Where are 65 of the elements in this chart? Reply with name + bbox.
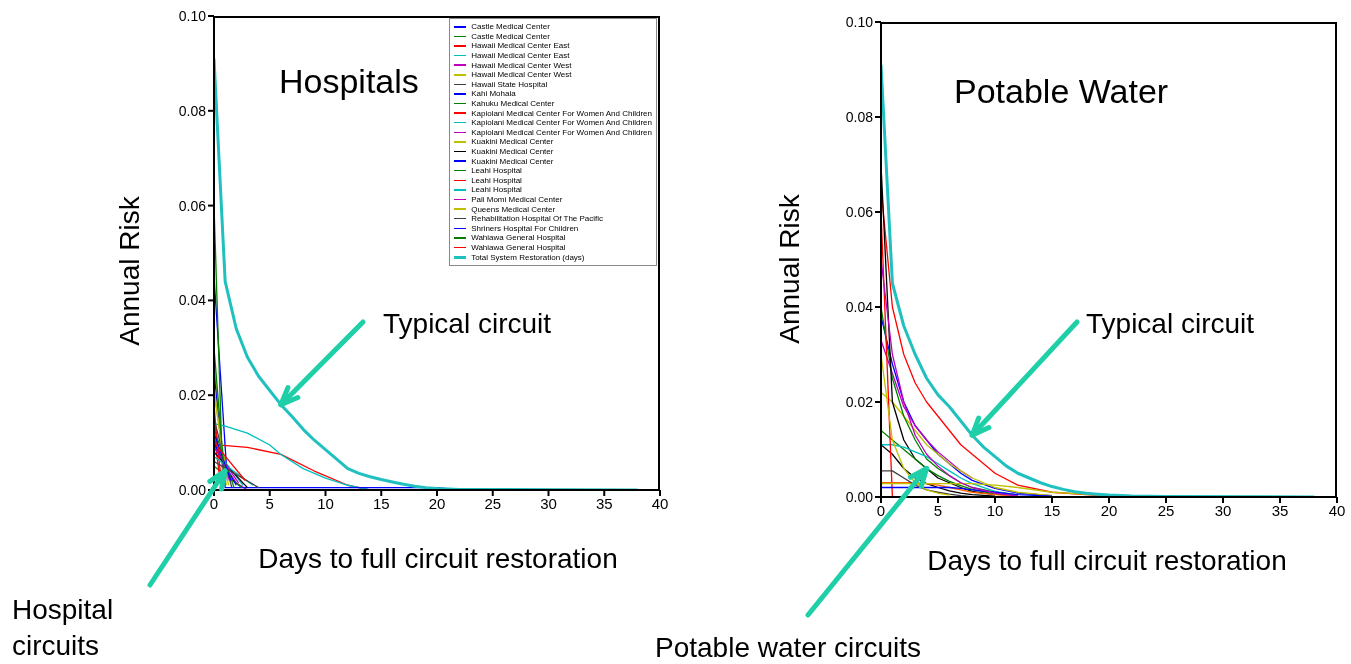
y-tick-label: 0.00 (845, 488, 874, 505)
y-tick-label: 0.00 (178, 481, 207, 498)
y-axis-title: Annual Risk (114, 195, 146, 348)
x-tick-label: 15 (372, 494, 390, 512)
legend-label: Wahiawa General Hospital (471, 233, 566, 243)
y-tick-label: 0.06 (178, 197, 207, 214)
y-tick-label: 0.04 (178, 292, 207, 309)
legend-label: Kapiolani Medical Center For Women And Children (471, 127, 652, 137)
y-tick-label: 0.10 (845, 13, 874, 30)
legend-label: Kahuku Medical Center (471, 99, 555, 109)
x-tick-label: 5 (933, 501, 943, 519)
text: Potable Water (954, 72, 1169, 111)
legend-label: Kahi Mohala (471, 89, 516, 99)
x-tick-label: 35 (1271, 501, 1289, 519)
x-tick-label: 5 (265, 494, 274, 512)
legend-label: Castle Medical Center (471, 22, 550, 32)
y-axis-title: Annual Risk (774, 193, 806, 346)
x-tick-label: 20 (1100, 501, 1118, 519)
y-tick-label: 0.08 (178, 102, 207, 119)
legend-label: Shriners Hospital For Children (471, 223, 579, 233)
y-tick-label: 0.10 (178, 7, 207, 24)
annotation: Potable water circuits (655, 631, 923, 664)
legend-label: Kuakini Medical Center (471, 147, 554, 157)
legend-label: Kuakini Medical Center (471, 137, 554, 147)
legend-label: Kuakini Medical Center (471, 156, 554, 166)
x-tick-label: 10 (317, 494, 334, 512)
legend-label: Hawaii State Hospital (471, 79, 548, 89)
legend-label: Rehabilitation Hospital Of The Pacific (471, 214, 604, 224)
y-tick-label: 0.02 (178, 387, 207, 404)
annotation: Typical circuit (1086, 307, 1256, 341)
annotation: Typical circuit (383, 307, 553, 341)
legend-label: Hawaii Medical Center East (471, 51, 570, 61)
x-axis-title: Days to full circuit restoration (257, 543, 619, 575)
x-tick-label: 35 (595, 494, 613, 512)
legend-label: Wahiawa General Hospital (471, 242, 566, 252)
text: Hospital circuits (12, 593, 115, 663)
y-tick-label: 0.02 (845, 393, 874, 410)
legend-label: Total System Restoration (days) (471, 252, 585, 262)
x-tick-label: 0 (209, 494, 219, 512)
x-tick-label: 25 (484, 494, 502, 512)
text: Hospitals (279, 62, 419, 101)
legend-label: Leahi Hospital (471, 185, 522, 195)
x-tick-label: 20 (428, 494, 446, 512)
x-tick-label: 15 (1043, 501, 1061, 519)
legend-label: Leahi Hospital (471, 175, 522, 185)
x-tick-label: 25 (1157, 501, 1175, 519)
x-tick-label: 10 (986, 501, 1004, 519)
legend-label: Leahi Hospital (471, 166, 522, 176)
legend-label: Pali Momi Medical Center (471, 194, 563, 204)
x-axis-title: Days to full circuit restoration (926, 545, 1288, 577)
x-tick-label: 40 (651, 494, 669, 512)
legend-label: Queens Medical Center (471, 204, 556, 214)
x-tick-label: 30 (1214, 501, 1232, 519)
legend-label: Kapiolani Medical Center For Women And Children (471, 118, 652, 128)
legend-label: Hawaii Medical Center East (471, 41, 570, 51)
legend-label: Hawaii Medical Center West (471, 60, 572, 70)
legend-label: Hawaii Medical Center West (471, 70, 572, 80)
x-tick-label: 40 (1328, 501, 1346, 519)
y-tick-label: 0.04 (845, 298, 874, 315)
legend-label: Kapiolani Medical Center For Women And Children (471, 108, 652, 118)
y-tick-label: 0.06 (845, 203, 874, 220)
y-tick-label: 0.08 (845, 108, 874, 125)
x-tick-label: 0 (876, 501, 886, 519)
legend-label: Castle Medical Center (471, 31, 550, 41)
x-tick-label: 30 (540, 494, 557, 512)
